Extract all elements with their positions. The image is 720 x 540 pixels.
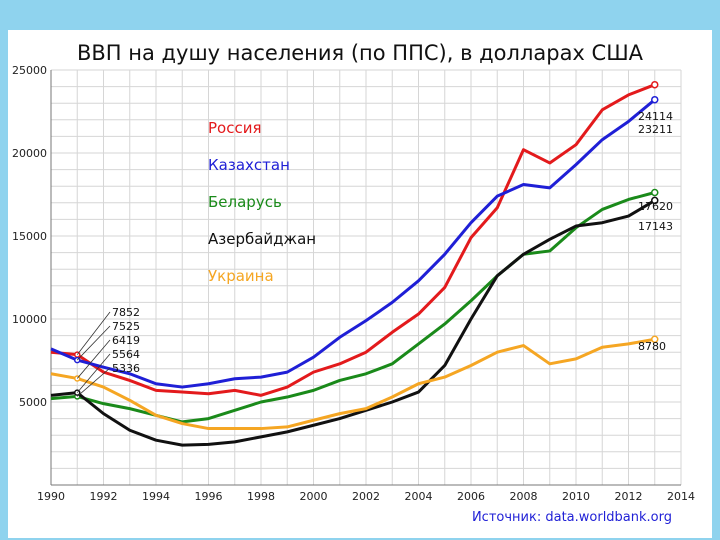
x-tick-label: 2002 <box>352 490 380 503</box>
annotation-label: 5336 <box>112 362 140 375</box>
y-tick-label: 10000 <box>12 313 47 326</box>
series-marker-end <box>651 196 659 205</box>
axes: 1990 1992 1994 1996 1998 2000 2002 2004 2006 2008… <box>12 64 695 503</box>
series-end-label: 17143 <box>638 220 673 233</box>
series-marker-end <box>651 80 659 89</box>
series-marker-end <box>651 95 659 104</box>
grid <box>50 69 682 486</box>
series-line <box>50 199 656 447</box>
x-tick-label: 1990 <box>37 490 65 503</box>
series-end-label: 17620 <box>638 200 673 213</box>
x-tick-label: 1994 <box>142 490 170 503</box>
series-end-label: 23211 <box>638 123 673 136</box>
series-end-label: 24114 <box>638 110 673 123</box>
legend-entry: Азербайджан <box>208 230 316 248</box>
legend-entry: Беларусь <box>208 193 282 211</box>
x-tick-label: 1996 <box>195 490 223 503</box>
series-line <box>50 83 656 397</box>
chart-title: ВВП на душу населения (по ППС), в доллар… <box>77 41 644 65</box>
x-tick-label: 2008 <box>510 490 538 503</box>
legend-entry: Казахстан <box>208 156 290 174</box>
gdp-chart: ВВП на душу населения (по ППС), в доллар… <box>12 41 695 525</box>
series-lines <box>50 80 659 447</box>
legend: Россия Казахстан Беларусь Азербайджан Украин… <box>208 119 316 285</box>
x-tick-label: 2004 <box>405 490 433 503</box>
annotation-leader <box>76 367 111 397</box>
x-tick-label: 2010 <box>562 490 590 503</box>
annotation-leader <box>76 353 111 393</box>
annotation-leader <box>76 311 111 355</box>
legend-entry: Украина <box>208 267 274 285</box>
x-tick-label: 2014 <box>667 490 695 503</box>
annotation-leader <box>76 325 111 361</box>
legend-entry: Россия <box>208 119 262 137</box>
x-tick-label: 1998 <box>247 490 275 503</box>
series-line <box>50 337 656 431</box>
annotation-label: 7852 <box>112 306 140 319</box>
slide: ВВП на душу населения (по ППС), в доллар… <box>8 30 712 538</box>
annotation-label: 6419 <box>112 334 140 347</box>
y-tick-label: 15000 <box>12 230 47 243</box>
y-tick-label: 25000 <box>12 64 47 77</box>
y-tick-label: 20000 <box>12 147 47 160</box>
annotation-label: 7525 <box>112 320 140 333</box>
x-tick-label: 2006 <box>457 490 485 503</box>
x-tick-label: 2012 <box>615 490 643 503</box>
series-marker-end <box>651 188 659 197</box>
x-tick-label: 2000 <box>300 490 328 503</box>
source-note: Источник: data.worldbank.org <box>472 510 672 525</box>
annotation-label: 5564 <box>112 348 140 361</box>
series-marker-end <box>651 335 659 344</box>
y-tick-label: 5000 <box>19 396 47 409</box>
series-line <box>50 191 656 424</box>
series-line <box>50 98 656 389</box>
x-tick-label: 1992 <box>90 490 118 503</box>
annotation-leader <box>76 339 111 379</box>
series-end-label: 8780 <box>638 340 666 353</box>
